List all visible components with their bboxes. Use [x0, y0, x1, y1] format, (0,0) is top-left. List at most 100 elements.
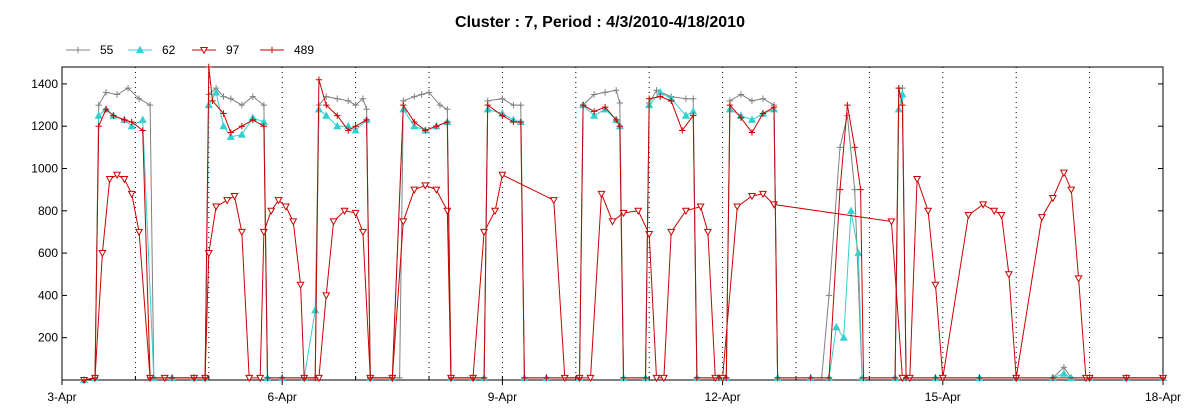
data-point [199, 46, 209, 55]
data-point [363, 116, 370, 124]
data-point [322, 111, 331, 119]
data-point [1123, 374, 1130, 382]
data-point [642, 374, 649, 382]
data-point [296, 281, 305, 290]
data-point [135, 95, 143, 102]
data-point [737, 114, 745, 121]
data-point [399, 218, 408, 226]
data-point [498, 171, 507, 180]
data-point [659, 374, 668, 383]
data-point [932, 374, 939, 382]
data-point [693, 374, 701, 382]
data-point [887, 218, 896, 226]
data-point [204, 250, 213, 258]
data-point [267, 207, 276, 216]
y-tick-label: 1400 [31, 77, 58, 91]
data-point [836, 186, 844, 193]
data-point [432, 186, 441, 194]
data-point [190, 374, 198, 382]
data-point [322, 292, 331, 300]
data-point [227, 95, 235, 102]
x-tick-label: 12-Apr [705, 390, 741, 404]
data-point [212, 203, 221, 211]
legend-label: 489 [294, 43, 314, 57]
data-point [352, 101, 359, 109]
data-point [238, 101, 246, 109]
data-point [124, 84, 132, 92]
data-point [682, 95, 690, 102]
x-tick-label: 18-Apr [1145, 390, 1181, 404]
data-point [586, 374, 595, 383]
data-point [351, 209, 360, 218]
data-point [590, 91, 598, 98]
data-point [334, 95, 341, 102]
data-point [389, 374, 396, 382]
data-point [281, 203, 290, 211]
data-point [976, 374, 983, 382]
data-point [227, 129, 235, 136]
data-point [902, 374, 910, 382]
data-point [80, 376, 88, 384]
data-point [690, 95, 697, 102]
data-point [543, 374, 550, 382]
data-point [499, 95, 506, 102]
data-point [1037, 214, 1046, 222]
data-point [363, 106, 370, 113]
y-tick-label: 200 [38, 331, 58, 345]
data-point [681, 111, 690, 119]
data-point [127, 190, 136, 199]
data-point [510, 118, 517, 126]
data-point [480, 374, 488, 382]
data-point [653, 87, 660, 94]
data-point [857, 186, 864, 193]
data-point [329, 218, 338, 226]
data-point [400, 101, 407, 109]
data-point [301, 374, 308, 382]
data-point [359, 95, 367, 102]
data-point [759, 110, 767, 117]
legend-label: 97 [226, 43, 240, 57]
data-point [102, 106, 110, 113]
data-point [620, 374, 627, 382]
series-489 [80, 63, 1167, 384]
data-point [238, 123, 246, 130]
data-point [396, 374, 403, 382]
data-point [681, 207, 690, 216]
data-point [1004, 271, 1013, 279]
data-point [616, 99, 624, 107]
data-point [98, 250, 107, 258]
data-point [212, 88, 221, 96]
data-point [110, 112, 117, 119]
data-point [138, 115, 147, 123]
data-point [590, 108, 598, 115]
data-point [249, 116, 257, 124]
data-point [839, 333, 848, 341]
data-point [844, 101, 851, 109]
data-point [209, 97, 216, 105]
chart-title: Cluster : 7, Period : 4/3/2010-4/18/2010 [455, 14, 745, 31]
data-point [1059, 169, 1068, 177]
data-point [436, 101, 444, 109]
data-point [237, 228, 246, 237]
data-point [444, 106, 451, 113]
data-point [345, 127, 352, 134]
data-point [219, 121, 228, 130]
x-tick-label: 3-Apr [47, 390, 76, 404]
data-point [715, 374, 723, 382]
data-point [484, 101, 491, 109]
data-point [851, 186, 858, 193]
data-point [249, 93, 257, 100]
legend-item-62: 62 [128, 43, 176, 57]
data-point [260, 123, 268, 130]
data-point [422, 127, 429, 134]
data-point [1013, 374, 1020, 382]
data-point [723, 374, 730, 382]
data-point [411, 93, 418, 100]
data-point [549, 197, 558, 205]
data-point [652, 374, 661, 383]
data-point [832, 322, 841, 331]
data-point [105, 176, 114, 184]
data-point [421, 182, 430, 190]
x-tick-label: 6-Apr [268, 390, 297, 404]
